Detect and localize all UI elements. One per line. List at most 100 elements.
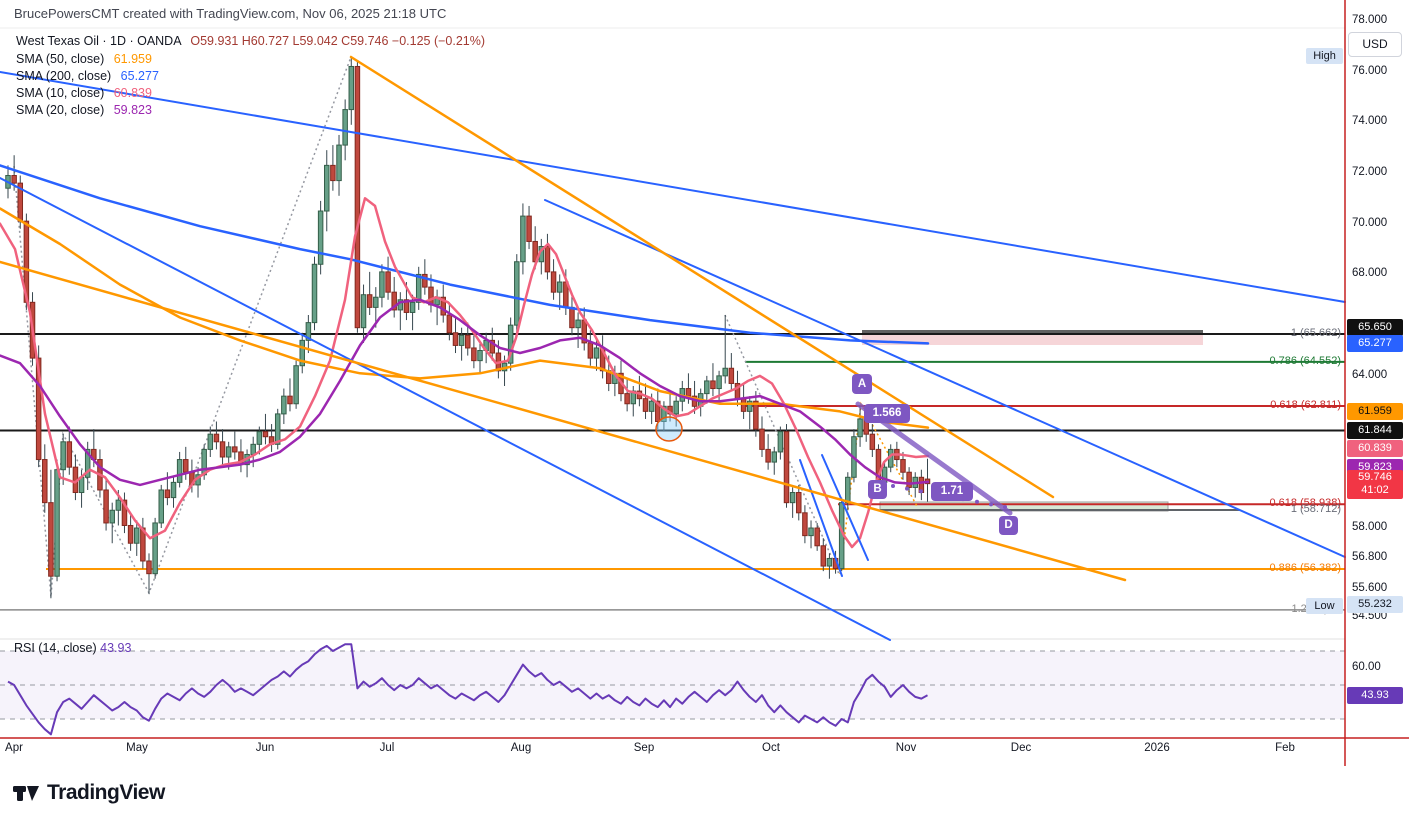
fib-label-0.886: 0.886 (56.382) — [1269, 562, 1341, 575]
trendline-3[interactable] — [799, 459, 843, 577]
time-axis-Nov[interactable]: Nov — [895, 742, 917, 754]
candle-body-down — [440, 296, 446, 316]
candle-body-down — [465, 334, 471, 349]
time-axis-Jul[interactable]: Jul — [379, 742, 395, 754]
trendline-4[interactable] — [821, 454, 869, 561]
candle-body-down — [489, 339, 496, 354]
time-axis-Feb[interactable]: Feb — [1275, 742, 1295, 754]
price-tick-74.000: 74.000 — [1352, 115, 1388, 128]
rsi-line[interactable] — [7, 643, 928, 736]
candle-body-up — [109, 509, 115, 524]
rsi-legend[interactable]: RSI (14, close) 43.93 — [14, 641, 131, 655]
sma-200-line[interactable] — [0, 164, 930, 345]
pattern-label-A[interactable]: A — [852, 374, 872, 394]
candle-body-down — [103, 489, 109, 524]
legend-row-sma20[interactable]: SMA (20, close) 59.823 — [16, 103, 152, 117]
price-tick-58.000: 58.000 — [1352, 521, 1388, 534]
time-axis-Aug[interactable]: Aug — [510, 742, 532, 754]
candle-body-down — [354, 65, 361, 329]
price-tick-68.000: 68.000 — [1352, 267, 1388, 280]
candle-body-down — [232, 446, 238, 453]
candle-body-down — [820, 545, 827, 567]
supply-zone-box-top-edge — [862, 330, 1203, 335]
rsi-value-chip: 43.93 — [1347, 687, 1403, 705]
pattern-label-1.71[interactable]: 1.71 — [931, 482, 973, 501]
tradingview-logo[interactable]: TradingView — [12, 779, 165, 807]
projection-dot — [919, 489, 923, 494]
candle-body-up — [60, 441, 66, 471]
candle-body-down — [219, 441, 226, 458]
candle-body-down — [753, 400, 759, 430]
candle-body-up — [152, 522, 158, 575]
time-axis-Jun[interactable]: Jun — [255, 742, 275, 754]
sma-10-line[interactable] — [0, 197, 930, 549]
legend-row-sma10[interactable]: SMA (10, close) 60.839 — [16, 86, 152, 100]
pattern-label-B[interactable]: B — [868, 480, 887, 499]
candle-body-down — [526, 215, 532, 242]
rsi-value: 43.93 — [100, 641, 132, 655]
candle-body-down — [765, 448, 771, 463]
fib-label-1: 1 (58.712) — [1290, 502, 1341, 515]
candle-body-down — [906, 471, 912, 488]
time-axis-2026[interactable]: 2026 — [1144, 742, 1170, 754]
price-tick-70.000: 70.000 — [1352, 216, 1388, 229]
time-axis-Sep[interactable]: Sep — [633, 742, 655, 754]
candle-body-down — [796, 492, 802, 514]
candle-body-down — [569, 306, 575, 329]
current-price-chip: 59.746 41:02 — [1347, 469, 1403, 499]
attribution-text: BrucePowersCMT created with TradingView.… — [14, 6, 447, 21]
pattern-label-1.566[interactable]: 1.566 — [864, 404, 910, 423]
fib-label-0.786: 0.786 (64.552) — [1269, 354, 1341, 367]
legend-row-sma200[interactable]: SMA (200, close) 65.277 — [16, 69, 159, 83]
candle-body-up — [348, 65, 355, 111]
currency-button[interactable]: USD — [1348, 32, 1402, 57]
candle-body-up — [225, 446, 232, 458]
time-axis-Apr[interactable]: Apr — [5, 742, 23, 754]
projection-dot — [975, 499, 979, 504]
candle-body-down — [471, 347, 477, 362]
high-marker: High — [1306, 48, 1343, 64]
candle-body-up — [305, 322, 312, 341]
sma-20-line[interactable] — [0, 298, 930, 487]
time-axis-May[interactable]: May — [126, 742, 148, 754]
legend-row-sma50[interactable]: SMA (50, close) 61.959 — [16, 52, 152, 66]
candle-body-up — [133, 527, 140, 544]
trendline-6[interactable] — [0, 260, 1127, 582]
candle-body-up — [274, 413, 281, 445]
candle-body-up — [458, 334, 465, 346]
candle-body-up — [415, 273, 422, 303]
candle-body-up — [324, 164, 330, 212]
candle-body-up — [158, 489, 164, 524]
pattern-label-D[interactable]: D — [999, 516, 1018, 535]
trendline-2[interactable] — [544, 199, 1346, 558]
symbol-legend[interactable]: West Texas Oil · 1D · OANDA O59.931 H60.… — [16, 34, 485, 48]
candle-body-up — [311, 263, 318, 324]
zigzag-dotted-0 — [13, 56, 352, 598]
candle-body-down — [728, 367, 735, 384]
trendline-0[interactable] — [0, 71, 1346, 303]
candle-body-up — [201, 448, 207, 476]
candle-body-up — [722, 367, 728, 377]
candle-body-up — [256, 431, 263, 445]
candle-body-up — [826, 557, 833, 567]
price-tick-78.000: 78.000 — [1352, 13, 1388, 26]
candle-body-down — [403, 299, 410, 313]
candle-body-down — [900, 459, 906, 473]
candle-body-up — [115, 499, 122, 511]
sma20-value: 59.823 — [113, 103, 152, 117]
candle-body-down — [759, 428, 765, 450]
candle-body-down — [642, 398, 649, 412]
sma50-label: SMA (50, close) — [16, 52, 105, 66]
trendline-5[interactable] — [349, 55, 1055, 499]
candle-body-down — [685, 388, 692, 397]
highlight-ellipse[interactable] — [655, 416, 683, 442]
time-axis-Dec[interactable]: Dec — [1010, 742, 1032, 754]
candle-body-up — [317, 210, 324, 265]
projection-dot — [891, 484, 895, 488]
trendline-1[interactable] — [0, 177, 891, 641]
candle-body-down — [213, 433, 220, 443]
candle-body-down — [66, 441, 73, 468]
candle-body-down — [869, 433, 876, 450]
time-axis-Oct[interactable]: Oct — [762, 742, 780, 754]
